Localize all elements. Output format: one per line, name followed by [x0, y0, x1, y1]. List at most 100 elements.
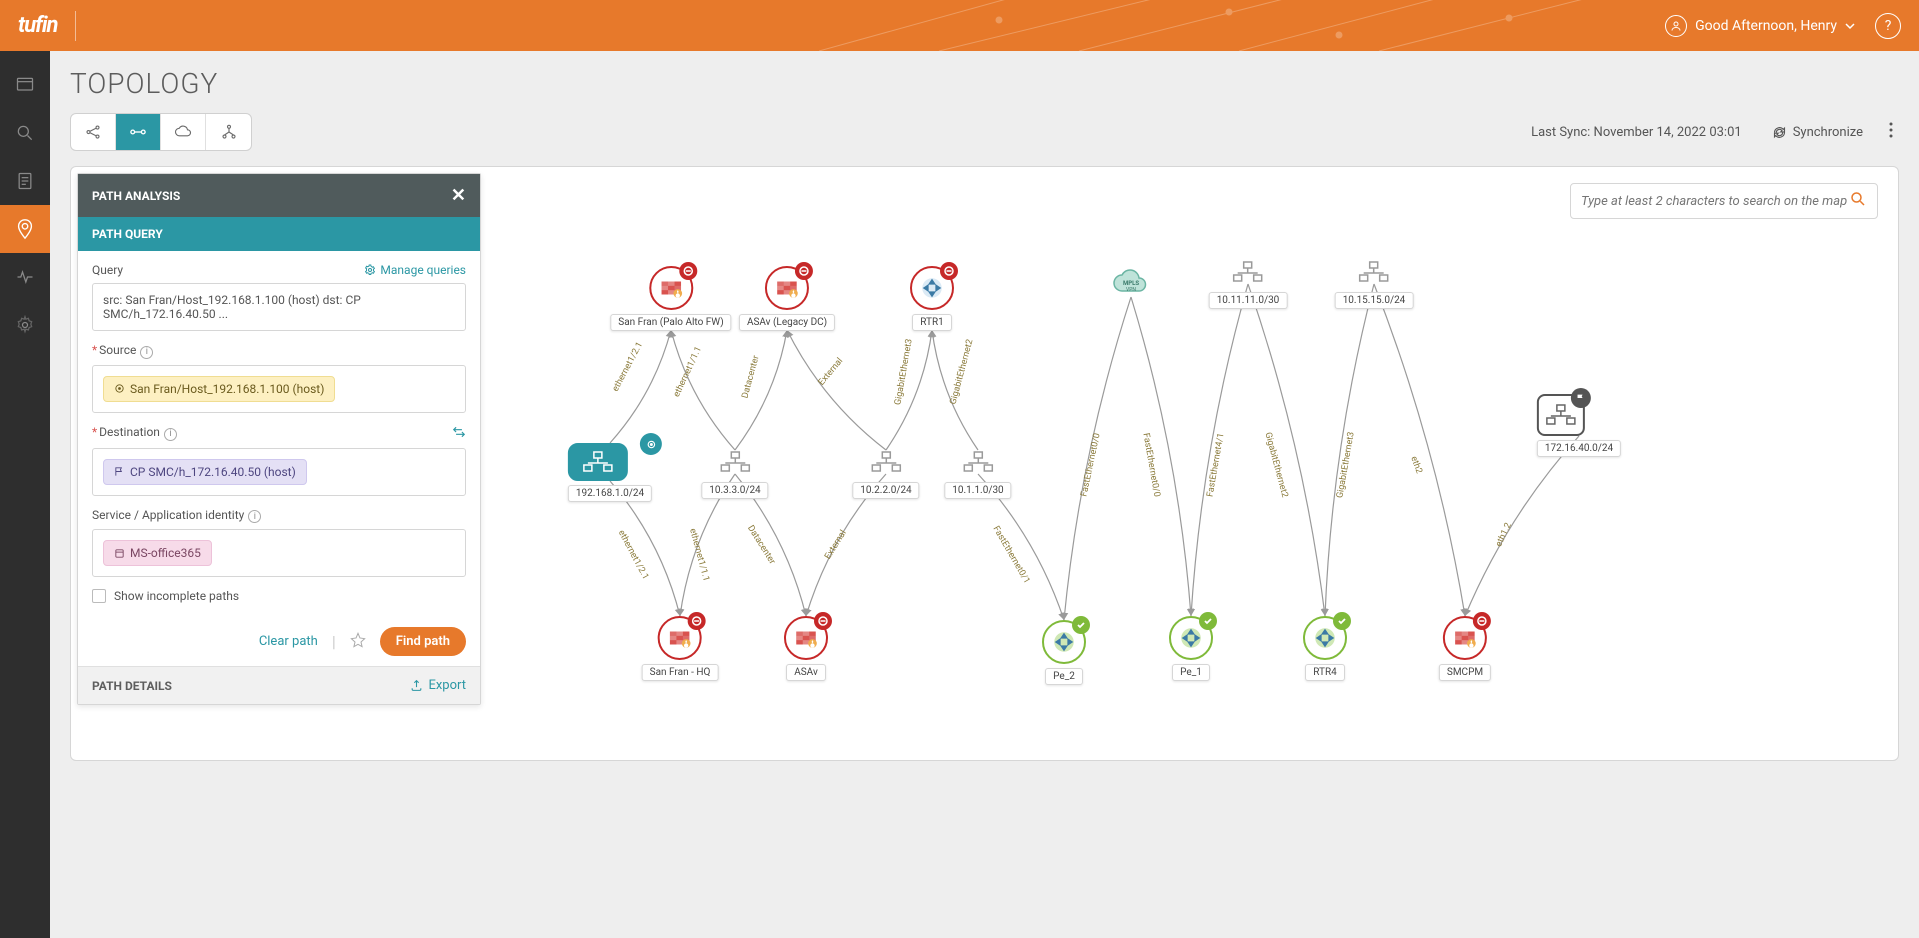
manage-queries-link[interactable]: Manage queries [364, 263, 466, 277]
node-net1033[interactable]: 10.3.3.0/24 [701, 450, 768, 499]
node-label: 10.2.2.0/24 [852, 482, 919, 499]
edge-label: ethernet1/2.1 [611, 341, 645, 394]
source-label: Source [99, 343, 136, 357]
clear-path-button[interactable]: Clear path [259, 634, 318, 649]
node-label: San Fran (Palo Alto FW) [610, 314, 731, 331]
node-asav_legacy[interactable]: ASAv (Legacy DC) [739, 266, 835, 331]
checkbox-icon [92, 589, 106, 603]
node-pe2[interactable]: Pe_2 [1042, 620, 1086, 685]
star-icon [350, 632, 366, 648]
tool-cloud[interactable] [161, 114, 206, 150]
chevron-down-icon [1845, 21, 1855, 31]
node-label: San Fran - HQ [642, 664, 719, 681]
nav-search[interactable] [0, 109, 50, 157]
find-path-button[interactable]: Find path [380, 627, 466, 656]
node-label: 10.11.11.0/30 [1209, 292, 1288, 309]
favorite-button[interactable] [350, 632, 366, 652]
swap-icon [452, 425, 466, 439]
export-button[interactable]: Export [410, 678, 466, 693]
edge-label: External [817, 356, 845, 387]
hierarchy-icon [220, 123, 238, 141]
node-smcpm[interactable]: SMCPM [1439, 616, 1491, 681]
node-label: 192.168.1.0/24 [568, 485, 652, 502]
nav-topology[interactable] [0, 205, 50, 253]
nav-policy[interactable] [0, 157, 50, 205]
path-icon [128, 123, 148, 141]
node-net1022[interactable]: 10.2.2.0/24 [852, 450, 919, 499]
edge-label: External [823, 529, 849, 562]
cloud-icon [173, 123, 193, 141]
edge-label: GigabitEthernet2 [948, 338, 975, 405]
left-nav [0, 51, 50, 938]
node-sanfran_fw[interactable]: San Fran (Palo Alto FW) [610, 266, 731, 331]
view-mode-group [70, 113, 252, 151]
node-dest[interactable]: 172.16.40.0/24 [1537, 394, 1621, 457]
info-icon[interactable]: i [164, 428, 177, 441]
synchronize-button[interactable]: Synchronize [1762, 119, 1873, 146]
gear-icon [364, 264, 376, 276]
nav-analytics[interactable] [0, 253, 50, 301]
edge-label: GigabitEthernet2 [1262, 431, 1289, 498]
tool-hierarchy[interactable] [206, 114, 251, 150]
share-icon [84, 123, 102, 141]
panel-subtitle: PATH QUERY [78, 217, 480, 251]
destination-field[interactable]: CP SMC/h_172.16.40.50 (host) [92, 448, 466, 496]
more-menu[interactable] [1873, 122, 1899, 142]
pulse-icon [15, 267, 35, 287]
show-incomplete-checkbox[interactable]: Show incomplete paths [92, 589, 466, 603]
node-net1015[interactable]: 10.15.15.0/24 [1335, 260, 1414, 309]
path-analysis-panel: PATH ANALYSIS ✕ PATH QUERY Query Manage … [77, 173, 481, 705]
location-icon [114, 383, 125, 394]
info-icon[interactable]: i [140, 346, 153, 359]
node-src[interactable]: 192.168.1.0/24 [568, 443, 652, 502]
panel-close-button[interactable]: ✕ [451, 185, 466, 206]
flag-icon [114, 466, 125, 477]
topology-canvas[interactable]: PATH ANALYSIS ✕ PATH QUERY Query Manage … [70, 166, 1899, 761]
info-icon[interactable]: i [248, 510, 261, 523]
app-icon [114, 548, 125, 559]
edge-label: ethernet1/2.1 [616, 529, 650, 582]
topbar-decoration [819, 0, 1719, 51]
export-icon [410, 679, 423, 692]
edge-label: FastEthernet0/0 [1140, 432, 1161, 497]
node-label: Pe_1 [1172, 664, 1210, 681]
separator: | [332, 632, 336, 651]
refresh-icon [1772, 125, 1787, 140]
destination-chip[interactable]: CP SMC/h_172.16.40.50 (host) [103, 459, 307, 485]
logo: tufin [18, 13, 57, 38]
source-field[interactable]: San Fran/Host_192.168.1.100 (host) [92, 365, 466, 413]
tool-path[interactable] [116, 114, 161, 150]
edge-label: GigabitEthernet3 [1335, 431, 1356, 499]
gear-icon [15, 315, 35, 335]
node-label: SMCPM [1439, 664, 1491, 681]
page: TOPOLOGY Last Sync: November 14, 2022 03… [50, 51, 1919, 938]
nav-dashboard[interactable] [0, 61, 50, 109]
node-sanfran_hq[interactable]: San Fran - HQ [642, 616, 719, 681]
node-label: Pe_2 [1045, 668, 1083, 685]
help-button[interactable]: ? [1875, 13, 1901, 39]
nav-settings[interactable] [0, 301, 50, 349]
topbar: tufin Good Afternoon, Henry ? [0, 0, 1919, 51]
node-label: 10.1.1.0/30 [944, 482, 1011, 499]
swap-button[interactable] [452, 425, 466, 442]
node-rtr4[interactable]: RTR4 [1303, 616, 1347, 681]
source-chip[interactable]: San Fran/Host_192.168.1.100 (host) [103, 376, 335, 402]
service-field[interactable]: MS-office365 [92, 529, 466, 577]
kebab-icon [1889, 122, 1893, 138]
query-field[interactable]: src: San Fran/Host_192.168.1.100 (host) … [92, 283, 466, 331]
document-icon [15, 171, 35, 191]
node-net1011b[interactable]: 10.1.1.0/30 [944, 450, 1011, 499]
node-rtr1[interactable]: RTR1 [910, 266, 954, 331]
node-net1011[interactable]: 10.11.11.0/30 [1209, 260, 1288, 309]
tool-share[interactable] [71, 114, 116, 150]
svg-text:VPN: VPN [1126, 287, 1136, 293]
node-mpls[interactable]: MPLSVPN [1112, 269, 1150, 301]
node-pe1[interactable]: Pe_1 [1169, 616, 1213, 681]
edge-label: GigabitEthernet3 [893, 338, 914, 406]
edge-label: Datacenter [745, 524, 777, 567]
dashboard-icon [15, 75, 35, 95]
node-asav[interactable]: ASAv [784, 616, 828, 681]
user-menu[interactable]: Good Afternoon, Henry [1665, 15, 1855, 37]
service-chip[interactable]: MS-office365 [103, 540, 212, 566]
edge-label: FastEthernet0/0 [1079, 432, 1102, 497]
